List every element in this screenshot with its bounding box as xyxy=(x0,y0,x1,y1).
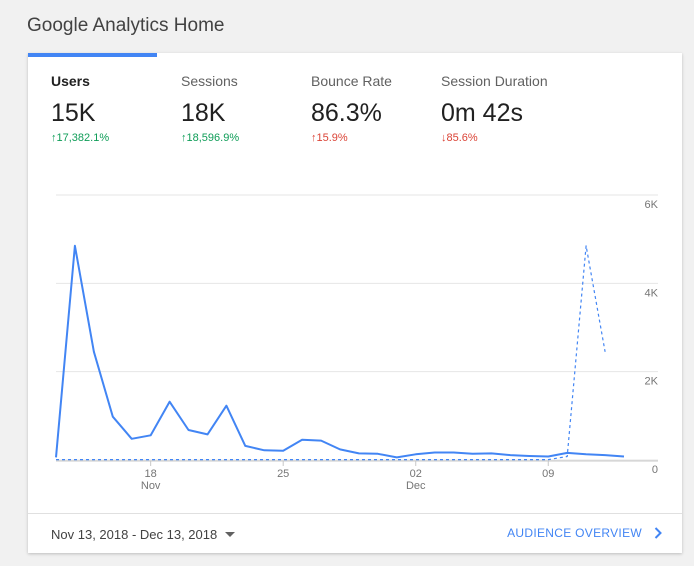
metric-tab-bounce-rate[interactable]: Bounce Rate 86.3% ↑15.9% xyxy=(311,73,392,144)
x-tick-label: 09 xyxy=(542,468,554,480)
y-tick-label: 0 xyxy=(652,464,658,476)
metric-value: 18K xyxy=(181,99,226,127)
active-tab-indicator xyxy=(28,53,157,57)
current-period-line xyxy=(55,244,625,459)
y-tick-label: 2K xyxy=(645,376,659,388)
metric-label: Bounce Rate xyxy=(311,73,392,89)
audience-overview-link[interactable]: AUDIENCE OVERVIEW xyxy=(507,526,662,540)
metric-label: Session Duration xyxy=(441,73,548,89)
metric-value: 15K xyxy=(51,99,96,127)
metric-tab-sessions[interactable]: Sessions 18K ↑18,596.9% xyxy=(181,73,239,144)
footer-divider xyxy=(28,513,682,514)
date-range-selector[interactable]: Nov 13, 2018 - Dec 13, 2018 xyxy=(51,527,236,542)
metric-label: Sessions xyxy=(181,73,238,89)
previous-period-line xyxy=(56,245,606,461)
metric-value: 0m 42s xyxy=(441,99,523,127)
x-tick-sublabel: Dec xyxy=(406,480,426,492)
date-range-label: Nov 13, 2018 - Dec 13, 2018 xyxy=(51,527,218,542)
metric-change: ↓85.6% xyxy=(441,132,478,144)
metric-tab-session-duration[interactable]: Session Duration 0m 42s ↓85.6% xyxy=(441,73,548,144)
analytics-card: Users 15K ↑17,382.1% Sessions 18K ↑18,59… xyxy=(28,53,682,553)
chevron-right-icon xyxy=(654,527,662,539)
metric-change: ↑15.9% xyxy=(311,132,348,144)
metric-change: ↑17,382.1% xyxy=(51,132,110,144)
page-title: Google Analytics Home xyxy=(27,15,225,36)
metric-change: ↑18,596.9% xyxy=(181,132,240,144)
x-tick-label: 25 xyxy=(277,468,289,480)
x-tick-label: 18 xyxy=(145,468,157,480)
x-tick-sublabel: Nov xyxy=(141,480,161,492)
caret-down-icon xyxy=(225,532,236,537)
x-tick-label: 02 xyxy=(410,468,422,480)
metric-label: Users xyxy=(51,73,90,89)
metric-value: 86.3% xyxy=(311,99,382,127)
metric-tab-users[interactable]: Users 15K ↑17,382.1% xyxy=(51,73,109,144)
y-tick-label: 6K xyxy=(645,199,659,211)
audience-overview-label: AUDIENCE OVERVIEW xyxy=(507,526,642,540)
y-tick-label: 4K xyxy=(645,287,659,299)
